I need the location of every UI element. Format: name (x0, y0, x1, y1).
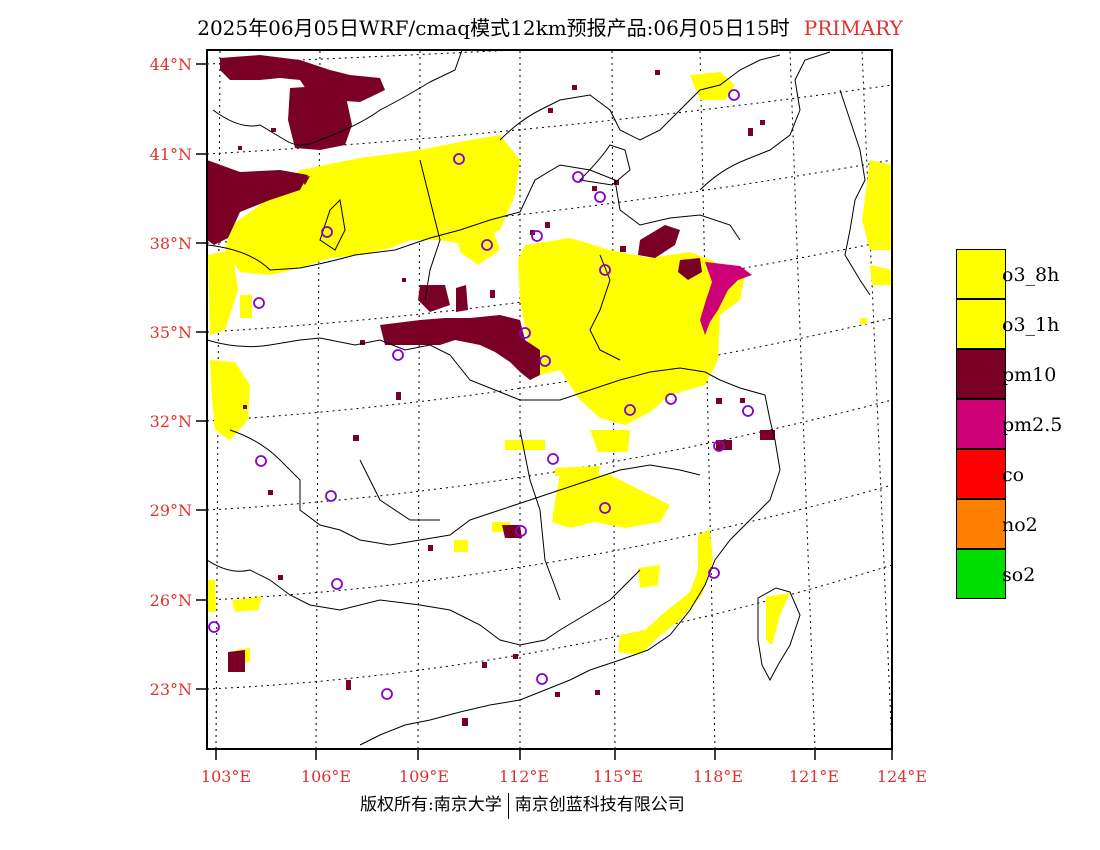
lat-label: 23°N (150, 680, 192, 699)
lat-label: 29°N (150, 501, 192, 520)
boundaries (207, 50, 871, 746)
copyright-footer: 版权所有:南京大学 南京创蓝科技有限公司 (360, 790, 685, 819)
lat-labels: 44°N 41°N 38°N 35°N 32°N 29°N 26°N 23°N (150, 55, 192, 699)
lat-label: 44°N (150, 55, 192, 74)
title-main: 2025年06月05日WRF/cmaq模式12km预报产品:06月05日15时 (197, 16, 790, 40)
legend-label-no2: no2 (1002, 514, 1038, 536)
legend-swatch-o3-1h (956, 299, 1006, 349)
map-layers (207, 50, 892, 749)
lon-label: 103°E (201, 767, 251, 786)
legend-swatch-no2 (956, 499, 1006, 549)
lon-label: 112°E (499, 767, 549, 786)
lat-label: 41°N (150, 145, 192, 164)
footer-left: 版权所有:南京大学 (360, 795, 502, 815)
lat-label: 26°N (150, 591, 192, 610)
city-markers (208, 89, 754, 700)
legend-swatch-co (956, 449, 1006, 499)
tick-marks (196, 63, 893, 760)
lon-label: 109°E (399, 767, 449, 786)
legend-label-o3-1h: o3_1h (1002, 314, 1060, 336)
legend-label-so2: so2 (1002, 564, 1036, 586)
pm10-regions (207, 55, 775, 672)
legend-swatch-so2 (956, 549, 1006, 599)
title-tag: PRIMARY (803, 16, 903, 40)
lon-labels: 103°E 106°E 109°E 112°E 115°E 118°E 121°… (201, 767, 927, 786)
legend-label-o3-8h: o3_8h (1002, 264, 1060, 286)
ozone-regions (208, 72, 892, 662)
map-frame (206, 49, 893, 750)
footer-right: 南京创蓝科技有限公司 (514, 795, 685, 815)
lon-label: 121°E (789, 767, 839, 786)
legend-swatch-pm10 (956, 349, 1006, 399)
lon-label: 115°E (593, 767, 643, 786)
legend-swatch-pm25 (956, 399, 1006, 449)
legend-label-pm25: pm2.5 (1002, 414, 1063, 436)
lon-label: 106°E (301, 767, 351, 786)
legend-label-co: co (1002, 464, 1025, 486)
legend-label-pm10: pm10 (1002, 364, 1057, 386)
lat-label: 35°N (150, 323, 192, 342)
lat-label: 38°N (150, 234, 192, 253)
footer-divider (507, 792, 509, 819)
pm25-regions (700, 262, 752, 335)
legend-swatch-o3-8h (956, 249, 1006, 299)
lat-label: 32°N (150, 412, 192, 431)
lon-label: 124°E (877, 767, 927, 786)
lon-label: 118°E (693, 767, 743, 786)
map-title: 2025年06月05日WRF/cmaq模式12km预报产品:06月05日15时 P… (0, 12, 1100, 41)
